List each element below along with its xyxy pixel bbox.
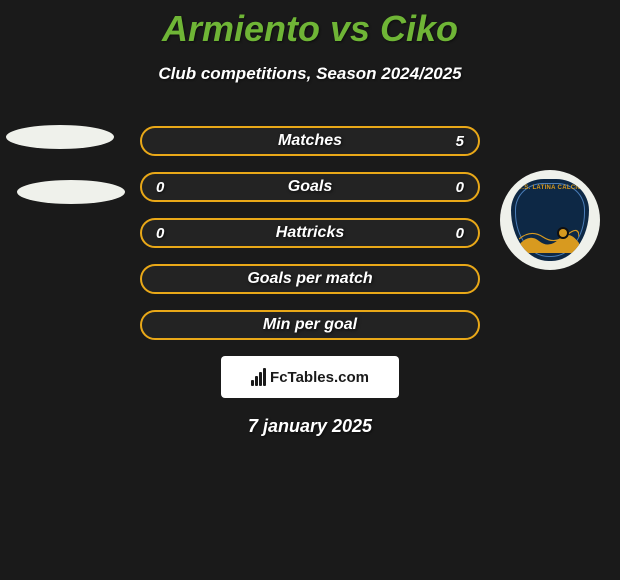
stat-row-goals: 0 Goals 0 [140,172,480,202]
stat-label: Matches [278,132,342,150]
stat-row-goals-per-match: Goals per match [140,264,480,294]
stat-label: Goals [288,178,332,196]
crest-wave-icon [519,225,579,253]
page-title: Armiento vs Ciko [0,0,620,50]
stat-left-value: 0 [156,225,176,242]
stat-row-hattricks: 0 Hattricks 0 [140,218,480,248]
stat-right-value: 0 [444,225,464,242]
club-crest: U.S. LATINA CALCIO [500,170,600,270]
bar-chart-icon [251,368,266,386]
stat-label: Min per goal [263,316,357,334]
footer-date: 7 january 2025 [0,416,620,437]
stat-label: Hattricks [276,224,344,242]
stat-label: Goals per match [247,270,372,288]
left-placeholder-oval-1 [6,125,114,149]
page-subtitle: Club competitions, Season 2024/2025 [0,64,620,84]
watermark-text: FcTables.com [270,369,369,386]
stat-left-value: 0 [156,179,176,196]
stat-right-value: 5 [444,133,464,150]
watermark-badge[interactable]: FcTables.com [221,356,399,398]
left-placeholder-oval-2 [17,180,125,204]
stat-row-matches: Matches 5 [140,126,480,156]
stat-right-value: 0 [444,179,464,196]
crest-band-text: U.S. LATINA CALCIO [511,185,589,191]
stat-row-min-per-goal: Min per goal [140,310,480,340]
